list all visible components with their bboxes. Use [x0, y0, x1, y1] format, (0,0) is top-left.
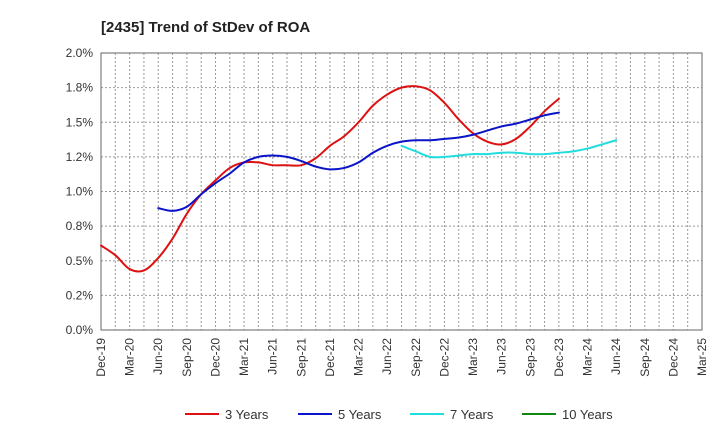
- series-line-3: [400, 139, 618, 159]
- x-tick-label: Jun-22: [380, 338, 394, 375]
- series-line-1: [100, 85, 560, 273]
- x-tick-label: Mar-23: [466, 338, 480, 376]
- grid: [100, 52, 703, 331]
- y-axis: 0.0% 0.2% 0.5% 0.8% 1.0% 1.2% 1.5% 1.8% 2.0%: [66, 46, 94, 337]
- x-tick-label: Mar-24: [581, 338, 595, 376]
- x-tick-label: Mar-25: [695, 338, 709, 376]
- legend-label: 3 Years: [225, 407, 269, 422]
- y-tick-label: 0.5%: [66, 254, 94, 268]
- x-tick-label: Jun-24: [609, 338, 623, 375]
- x-tick-label: Sep-23: [523, 338, 537, 377]
- y-tick-label: 1.0%: [66, 185, 94, 199]
- x-tick-label: Jun-20: [151, 338, 165, 375]
- x-tick-label: Dec-19: [94, 338, 108, 377]
- legend: 3 Years 5 Years 7 Years 10 Years: [185, 407, 613, 422]
- legend-label: 5 Years: [338, 407, 382, 422]
- x-tick-label: Mar-21: [237, 338, 251, 376]
- chart-title: [2435] Trend of StDev of ROA: [101, 19, 310, 36]
- x-tick-label: Dec-21: [323, 338, 337, 377]
- x-tick-label: Mar-22: [352, 338, 366, 376]
- x-tick-label: Sep-20: [180, 338, 194, 377]
- x-tick-label: Jun-21: [266, 338, 280, 375]
- x-tick-label: Dec-20: [208, 338, 222, 377]
- x-tick-label: Jun-23: [495, 338, 509, 375]
- x-tick-label: Sep-24: [638, 338, 652, 377]
- x-tick-label: Sep-21: [294, 338, 308, 377]
- y-tick-label: 0.8%: [66, 219, 94, 233]
- series-lines: [100, 85, 618, 273]
- y-tick-label: 1.8%: [66, 81, 94, 95]
- legend-label: 7 Years: [450, 407, 494, 422]
- x-axis: Dec-19 Mar-20 Jun-20 Sep-20 Dec-20 Mar-21 Jun-…: [94, 338, 709, 377]
- x-tick-label: Dec-24: [666, 338, 680, 377]
- y-tick-label: 0.2%: [66, 288, 94, 302]
- x-tick-label: Dec-22: [437, 338, 451, 377]
- plot-area: [100, 52, 703, 331]
- y-tick-label: 1.2%: [66, 150, 94, 164]
- x-tick-label: Dec-23: [552, 338, 566, 377]
- y-tick-label: 0.0%: [66, 323, 94, 337]
- series-line-2: [157, 111, 560, 212]
- legend-label: 10 Years: [562, 407, 613, 422]
- x-tick-label: Sep-22: [409, 338, 423, 377]
- y-tick-label: 1.5%: [66, 115, 94, 129]
- y-tick-label: 2.0%: [66, 46, 94, 60]
- x-tick-label: Mar-20: [123, 338, 137, 376]
